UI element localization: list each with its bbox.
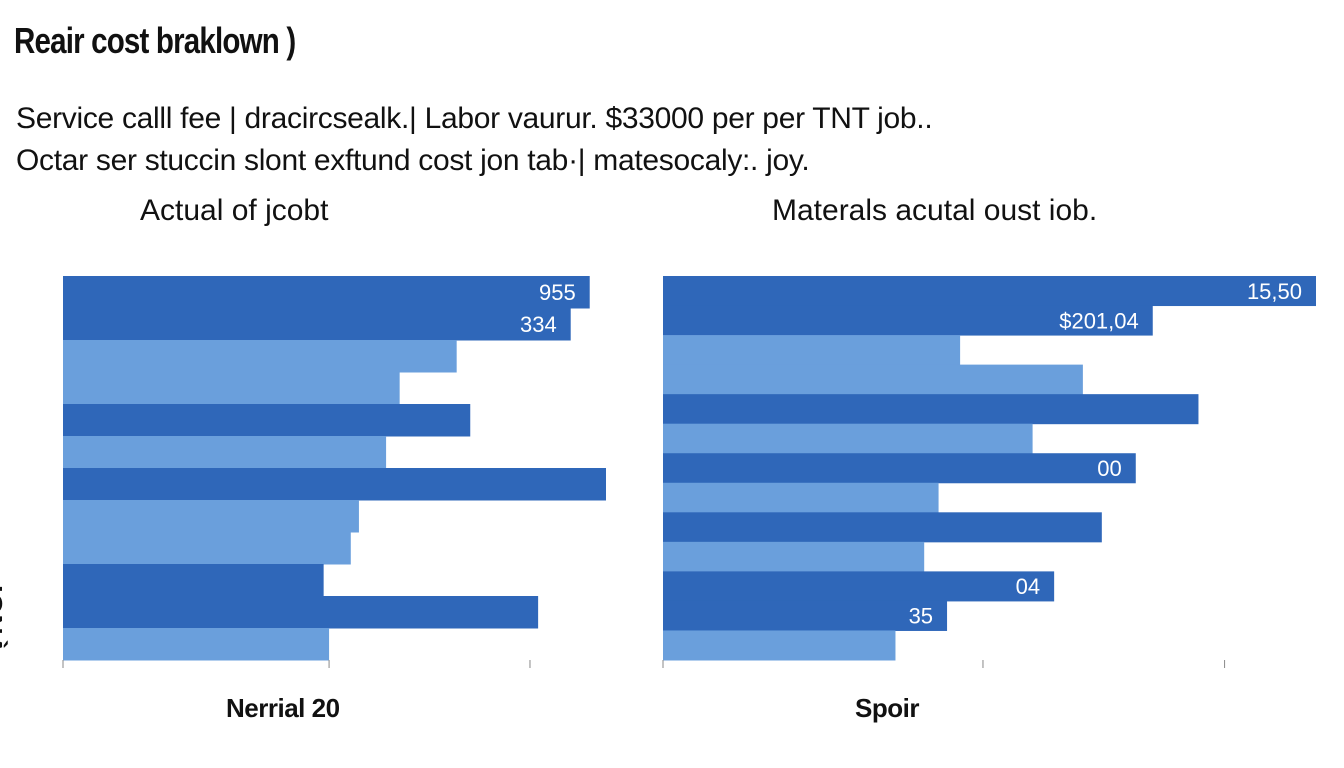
description-line-2: Octar ser stuccin slont exftund cost jon… xyxy=(16,144,810,177)
left-bar-11 xyxy=(63,596,539,629)
left-bar-10 xyxy=(63,564,324,597)
right-bar-7 xyxy=(663,453,1136,484)
right-bar-11 xyxy=(663,571,1055,602)
left-bar-12 xyxy=(63,628,330,661)
right-x-axis-label: Spoir xyxy=(855,693,919,723)
page-title: Reair cost braklown ) xyxy=(14,20,296,61)
left-bar-4 xyxy=(63,372,400,405)
right-bar-label-1: 15,50 xyxy=(1247,279,1302,304)
right-bar-9 xyxy=(663,512,1102,543)
left-bar-3 xyxy=(63,340,457,373)
right-bar-4 xyxy=(663,364,1083,395)
left-chart-title: Actual of jcobt xyxy=(140,194,329,227)
left-bar-7 xyxy=(63,468,606,501)
right-bar-10 xyxy=(663,541,925,572)
right-bar-5 xyxy=(663,394,1199,425)
left-bar-1 xyxy=(63,276,590,309)
right-bar-label-7: 00 xyxy=(1097,456,1121,481)
right-chart-title: Materals acutal oust iob. xyxy=(772,194,1098,227)
right-bar-13 xyxy=(663,630,896,661)
right-bar-3 xyxy=(663,335,961,366)
y-axis-label: IONÀ xyxy=(0,585,8,655)
left-bar-label-1: 955 xyxy=(539,280,576,305)
left-x-axis-label: Nerrial 20 xyxy=(226,693,340,723)
right-bar-label-11: 04 xyxy=(1016,574,1040,599)
right-bar-12 xyxy=(663,600,948,631)
left-bar-label-2: 334 xyxy=(520,312,557,337)
left-bar-9 xyxy=(63,532,351,565)
right-bar-1 xyxy=(663,276,1316,307)
right-bar-label-12: 35 xyxy=(909,604,933,629)
description-line-1: Service calll fee | dracircsealk.| Labor… xyxy=(16,102,933,135)
right-bar-2 xyxy=(663,305,1153,336)
left-bar-6 xyxy=(63,436,387,469)
right-bar-label-2: $201,04 xyxy=(1059,308,1139,333)
left-bar-8 xyxy=(63,500,359,533)
left-bar-5 xyxy=(63,404,471,437)
right-bar-8 xyxy=(663,482,939,513)
right-bar-6 xyxy=(663,423,1033,454)
left-bar-2 xyxy=(63,308,571,341)
